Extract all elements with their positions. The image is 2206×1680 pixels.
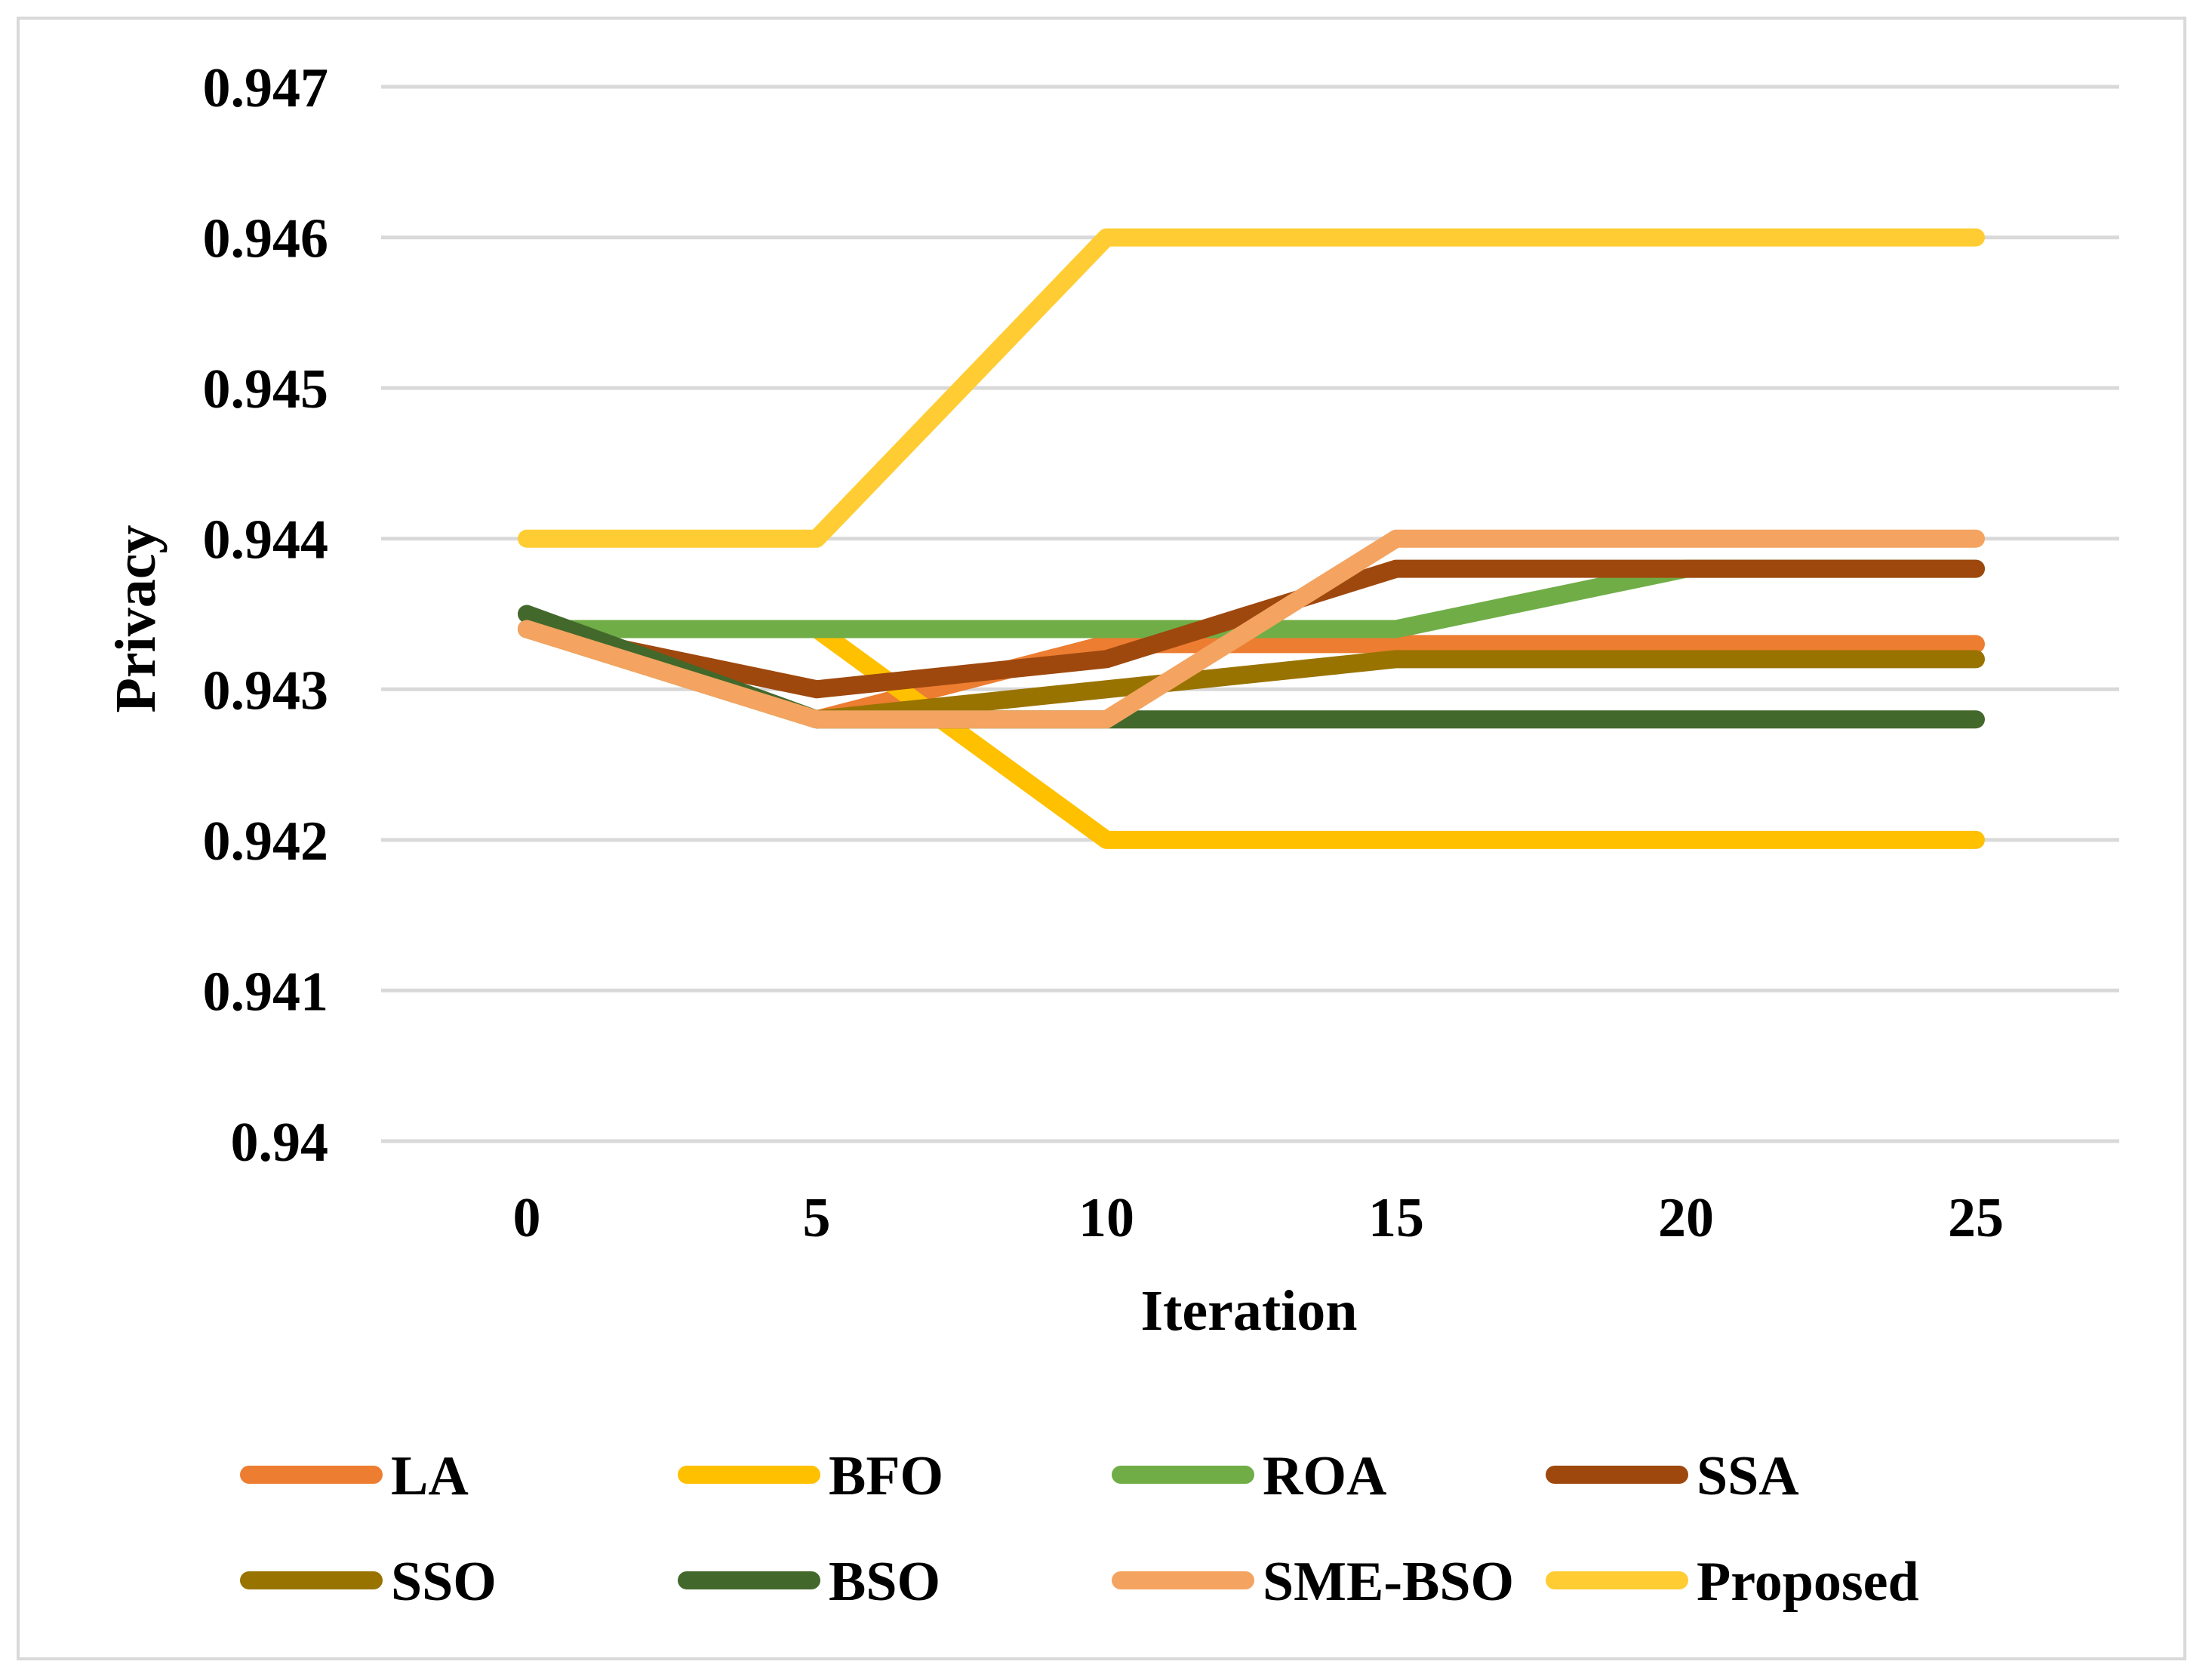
x-tick-label: 0 [513,1187,541,1249]
legend-entry-sso: SSO [240,1551,497,1613]
x-tick-labels: 0 5 10 15 20 25 [513,1187,2004,1249]
x-axis-title: Iteration [1140,1279,1357,1343]
series-line-proposed [518,228,1985,548]
legend-label: Proposed [1697,1551,1919,1613]
x-tick-label: 20 [1658,1187,1714,1249]
legend-label: SSA [1697,1445,1799,1507]
legend-label: LA [391,1445,469,1507]
legend-entry-sme-bso: SME-BSO [1112,1551,1514,1613]
x-tick-label: 15 [1368,1187,1424,1249]
x-tick-label: 5 [803,1187,831,1249]
y-tick-label: 0.941 [203,961,329,1023]
y-tick-label: 0.944 [203,509,329,571]
y-tick-label: 0.942 [203,811,329,872]
series-lines [518,228,1985,849]
y-tick-label: 0.945 [203,358,329,420]
series-line-sme-bso [518,529,1985,729]
legend-label: SSO [391,1551,497,1613]
legend-entry-proposed: Proposed [1546,1551,1919,1613]
y-axis-title: Privacy [104,525,168,712]
y-tick-label: 0.947 [203,57,329,119]
y-tick-label: 0.943 [203,660,329,722]
legend-label: ROA [1263,1445,1386,1507]
legend-label: BSO [829,1551,940,1613]
x-tick-label: 10 [1078,1187,1134,1249]
legend-entry-roa: ROA [1112,1445,1386,1507]
legend-label: SME-BSO [1263,1551,1514,1613]
legend-entry-bso: BSO [678,1551,940,1613]
legend: LA BFO ROA SSA SSO BSO SME-BSO Proposed [240,1445,1919,1613]
legend-entry-la: LA [240,1445,469,1507]
series-line-ssa [518,559,1985,699]
y-tick-label: 0.94 [231,1112,329,1174]
x-tick-label: 25 [1948,1187,2004,1249]
y-tick-labels: 0.94 0.941 0.942 0.943 0.944 0.945 0.946 0.947 [203,57,329,1174]
legend-entry-bfo: BFO [678,1445,943,1507]
legend-label: BFO [829,1445,943,1507]
legend-entry-ssa: SSA [1546,1445,1799,1507]
y-tick-label: 0.946 [203,208,329,270]
